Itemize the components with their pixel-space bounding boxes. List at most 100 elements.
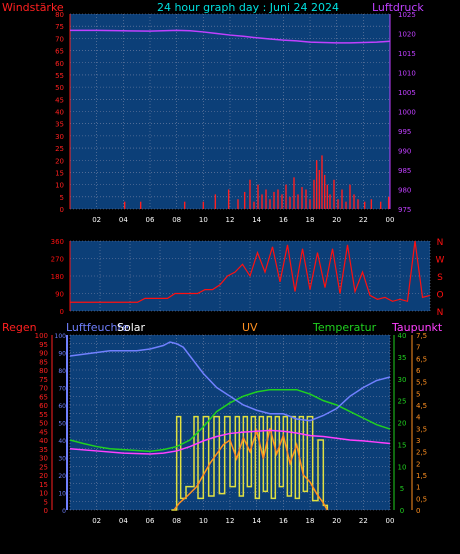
left-tick-label: 55 bbox=[55, 72, 64, 80]
regen-tick-label: 25 bbox=[39, 463, 48, 471]
left-tick-label: 50 bbox=[55, 84, 64, 92]
humidity-tick-label: 10 bbox=[58, 491, 66, 498]
uv-tick-label: 2 bbox=[416, 460, 420, 468]
x-tick-label: 14 bbox=[252, 216, 261, 224]
regen-tick-label: 35 bbox=[39, 446, 48, 454]
temperature-tick-label: 10 bbox=[398, 463, 407, 471]
regen-tick-label: 40 bbox=[39, 437, 48, 445]
regen-tick-label: 65 bbox=[39, 393, 48, 401]
uv-tick-label: 4 bbox=[416, 414, 421, 422]
humidity-tick-label: 40 bbox=[58, 438, 66, 445]
left-tick-label: 10 bbox=[55, 182, 64, 190]
label-solar: Solar bbox=[117, 321, 146, 334]
humidity-tick-label: 60 bbox=[58, 403, 66, 410]
regen-tick-label: 15 bbox=[39, 481, 48, 489]
uv-tick-label: 6 bbox=[416, 367, 421, 375]
regen-tick-label: 20 bbox=[39, 472, 48, 480]
right-tick-label: 1020 bbox=[398, 31, 416, 39]
dir-tick-label: 270 bbox=[51, 256, 64, 264]
x-tick-label: 06 bbox=[146, 216, 155, 224]
regen-tick-label: 50 bbox=[39, 420, 48, 428]
regen-tick-label: 80 bbox=[39, 367, 48, 375]
label-taupunkt: Taupunkt bbox=[391, 321, 443, 334]
left-tick-label: 45 bbox=[55, 96, 64, 104]
uv-tick-label: 6,5 bbox=[416, 355, 427, 363]
x-tick-label: 04 bbox=[119, 216, 128, 224]
uv-tick-label: 0,5 bbox=[416, 495, 427, 503]
x-tick-label: 20 bbox=[332, 216, 341, 224]
dewpoint-line bbox=[69, 429, 391, 455]
right-tick-label: 995 bbox=[398, 128, 411, 136]
temperature-line bbox=[69, 388, 391, 453]
uv-tick-label: 4,5 bbox=[416, 402, 427, 410]
right-tick-label: 1000 bbox=[398, 109, 416, 117]
right-tick-label: 975 bbox=[398, 206, 411, 214]
compass-label: S bbox=[437, 273, 443, 283]
x-tick-label: 12 bbox=[226, 216, 235, 224]
left-tick-label: 0 bbox=[60, 206, 64, 214]
header-right-label: Luftdruck bbox=[372, 1, 424, 14]
regen-tick-label: 10 bbox=[39, 490, 48, 498]
humidity-line bbox=[69, 341, 391, 422]
humidity-tick-label: 30 bbox=[58, 456, 66, 463]
regen-tick-label: 60 bbox=[39, 402, 48, 410]
right-tick-label: 990 bbox=[398, 148, 411, 156]
regen-tick-label: 0 bbox=[44, 507, 48, 515]
regen-tick-label: 30 bbox=[39, 455, 48, 463]
left-tick-label: 70 bbox=[55, 35, 64, 43]
label-uv: UV bbox=[242, 321, 258, 334]
left-tick-label: 15 bbox=[55, 169, 64, 177]
x-tick-label: 10 bbox=[199, 216, 208, 224]
temperature-tick-label: 25 bbox=[398, 398, 407, 406]
uv-tick-label: 3,5 bbox=[416, 425, 427, 433]
uv-tick-label: 7 bbox=[416, 344, 420, 352]
x-tick-label: 00 bbox=[386, 216, 395, 224]
regen-tick-label: 55 bbox=[39, 411, 48, 419]
right-tick-label: 1010 bbox=[398, 70, 416, 78]
x-tick-label-bot: 08 bbox=[172, 517, 181, 525]
left-tick-label: 80 bbox=[55, 11, 64, 19]
humidity-tick-label: 70 bbox=[58, 386, 66, 393]
x-tick-label-bot: 04 bbox=[119, 517, 128, 525]
x-tick-label-bot: 14 bbox=[252, 517, 261, 525]
left-tick-label: 5 bbox=[60, 194, 64, 202]
left-tick-label: 35 bbox=[55, 121, 64, 129]
compass-label: N bbox=[437, 308, 444, 318]
right-tick-label: 1025 bbox=[398, 11, 416, 19]
temperature-tick-label: 5 bbox=[400, 485, 404, 493]
compass-label: O bbox=[436, 291, 443, 301]
regen-tick-label: 5 bbox=[44, 498, 48, 506]
regen-tick-label: 95 bbox=[39, 341, 48, 349]
dir-tick-label: 180 bbox=[51, 273, 64, 281]
left-tick-label: 30 bbox=[55, 133, 64, 141]
regen-tick-label: 85 bbox=[39, 358, 48, 366]
x-tick-label: 16 bbox=[279, 216, 288, 224]
x-tick-label: 08 bbox=[172, 216, 181, 224]
right-tick-label: 1015 bbox=[398, 50, 416, 58]
dir-tick-label: 360 bbox=[51, 238, 64, 246]
wind-direction-line bbox=[70, 240, 431, 303]
humidity-tick-label: 0 bbox=[62, 508, 66, 515]
humidity-tick-label: 20 bbox=[58, 473, 66, 480]
regen-tick-label: 100 bbox=[35, 332, 48, 340]
left-tick-label: 65 bbox=[55, 48, 64, 56]
chart-title: 24 hour graph day : Juni 24 2024 bbox=[157, 1, 339, 14]
right-tick-label: 980 bbox=[398, 187, 411, 195]
x-tick-label-bot: 10 bbox=[199, 517, 208, 525]
regen-tick-label: 70 bbox=[39, 385, 48, 393]
temperature-tick-label: 35 bbox=[398, 354, 407, 362]
temperature-tick-label: 15 bbox=[398, 441, 407, 449]
humidity-tick-label: 100 bbox=[55, 333, 67, 340]
x-tick-label: 22 bbox=[359, 216, 368, 224]
uv-line bbox=[173, 427, 328, 511]
humidity-tick-label: 80 bbox=[58, 368, 66, 375]
x-tick-label-bot: 12 bbox=[226, 517, 235, 525]
left-tick-label: 25 bbox=[55, 145, 64, 153]
header-left-label: Windstärke bbox=[2, 1, 64, 14]
temperature-tick-label: 20 bbox=[398, 420, 407, 428]
x-tick-label-bot: 00 bbox=[386, 517, 395, 525]
x-tick-label-bot: 16 bbox=[279, 517, 288, 525]
dir-tick-label: 0 bbox=[60, 308, 64, 316]
label-temperatur: Temperatur bbox=[312, 321, 377, 334]
uv-tick-label: 3 bbox=[416, 437, 420, 445]
